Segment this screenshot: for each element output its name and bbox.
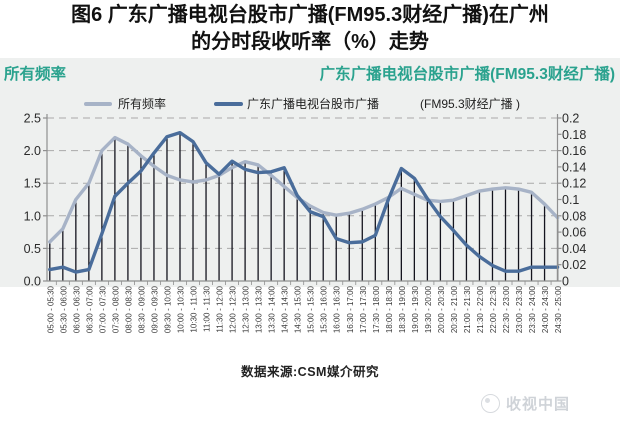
svg-text:07:00 - 07:30: 07:00 - 07:30 — [98, 285, 107, 333]
legend-line-allfreq-icon — [84, 102, 112, 106]
svg-text:22:30 - 23:00: 22:30 - 23:00 — [502, 285, 511, 333]
svg-text:1.5: 1.5 — [24, 177, 41, 191]
svg-text:17:30 - 18:00: 17:30 - 18:00 — [372, 285, 381, 333]
svg-text:0.14: 0.14 — [562, 160, 586, 174]
svg-text:1.0: 1.0 — [24, 209, 41, 223]
svg-text:0.16: 0.16 — [562, 144, 586, 158]
svg-text:2.5: 2.5 — [24, 112, 41, 126]
svg-text:13:00 - 13:30: 13:00 - 13:30 — [255, 285, 264, 333]
svg-text:07:30 - 08:00: 07:30 - 08:00 — [111, 285, 120, 333]
legend-line-stock-icon — [214, 102, 243, 106]
svg-text:11:30 - 12:00: 11:30 - 12:00 — [216, 285, 225, 332]
svg-text:08:00 - 08:30: 08:00 - 08:30 — [124, 285, 133, 333]
legend-label-stock: 广东广播电视台股市广播 — [247, 97, 380, 111]
svg-text:0.2: 0.2 — [562, 112, 579, 126]
csm-logo-icon — [480, 394, 500, 413]
svg-text:2.0: 2.0 — [24, 144, 41, 158]
svg-text:0.1: 0.1 — [562, 193, 579, 207]
svg-text:18:00 - 18:30: 18:00 - 18:30 — [385, 285, 394, 333]
svg-text:23:30 - 24:00: 23:30 - 24:00 — [528, 285, 537, 333]
svg-text:20:00 - 20:30: 20:00 - 20:30 — [437, 285, 446, 333]
watermark-label: 收视中国 — [505, 396, 570, 413]
svg-text:0.04: 0.04 — [562, 242, 586, 256]
axes — [43, 114, 562, 285]
right-axis-tick-labels: 0 0.02 0.04 0.06 0.08 0.1 0.12 0.14 0.16 0.18 0.2 — [562, 112, 586, 289]
svg-text:12:30 - 13:00: 12:30 - 13:00 — [242, 285, 251, 333]
svg-text:06:30 - 07:00: 06:30 - 07:00 — [85, 285, 94, 333]
svg-text:09:30 - 10:00: 09:30 - 10:00 — [163, 285, 172, 333]
svg-text:0: 0 — [562, 275, 569, 289]
chart-title: 图6 广东广播电视台股市广播(FM95.3财经广播)在广州 的分时段收听率（%）… — [0, 2, 620, 56]
plot-area — [47, 115, 558, 281]
left-axis-title: 所有频率 — [4, 66, 67, 83]
svg-text:16:30 - 17:00: 16:30 - 17:00 — [346, 285, 355, 333]
ratings-chart: 0.0 0.5 1.0 1.5 2.0 2.5 0 0.02 0.04 0.06 0.08 0.1 0.… — [0, 111, 620, 363]
series-stock-line — [48, 130, 560, 274]
chart-title-line1: 图6 广东广播电视台股市广播(FM95.3财经广播)在广州 — [71, 4, 549, 26]
watermark: 收视中国 — [480, 393, 570, 414]
source-note: 数据来源:CSM媒介研究 — [241, 365, 379, 379]
svg-text:18:30 - 19:00: 18:30 - 19:00 — [398, 285, 407, 333]
legend-label-stock-cont: (FM95.3财经广播 ) — [420, 97, 521, 111]
chart-title-line2: 的分时段收听率（%）走势 — [191, 31, 429, 53]
svg-text:22:00 - 22:30: 22:00 - 22:30 — [489, 285, 498, 333]
svg-text:0.18: 0.18 — [562, 128, 586, 142]
svg-text:23:00 - 23:30: 23:00 - 23:30 — [515, 285, 524, 333]
svg-text:21:00 - 21:30: 21:00 - 21:30 — [463, 285, 472, 333]
svg-text:19:30 - 20:00: 19:30 - 20:00 — [424, 285, 433, 333]
svg-text:14:00 - 14:30: 14:00 - 14:30 — [281, 285, 290, 333]
legend: 所有频率 广东广播电视台股市广播 (FM95.3财经广播 ) — [0, 95, 620, 111]
svg-text:19:00 - 19:30: 19:00 - 19:30 — [411, 285, 420, 333]
svg-text:20:30 - 21:00: 20:30 - 21:00 — [450, 285, 459, 333]
svg-text:0.02: 0.02 — [562, 258, 586, 272]
svg-text:15:30 - 16:00: 15:30 - 16:00 — [320, 285, 329, 333]
svg-text:10:00 - 10:30: 10:00 - 10:30 — [177, 285, 186, 333]
svg-text:15:00 - 15:30: 15:00 - 15:30 — [307, 285, 316, 333]
svg-text:0.08: 0.08 — [562, 209, 586, 223]
legend-label-allfreq: 所有频率 — [118, 97, 167, 111]
svg-text:16:00 - 16:30: 16:00 - 16:30 — [333, 285, 342, 333]
svg-text:10:30 - 11:00: 10:30 - 11:00 — [190, 285, 199, 332]
svg-text:0.5: 0.5 — [24, 242, 41, 256]
svg-text:0.06: 0.06 — [562, 226, 586, 240]
right-axis-title: 广东广播电视台股市广播(FM95.3财经广播) — [319, 66, 615, 83]
svg-text:09:00 - 09:30: 09:00 - 09:30 — [150, 285, 159, 333]
svg-text:21:30 - 22:00: 21:30 - 22:00 — [476, 285, 485, 333]
svg-text:24:30 - 25:00: 24:30 - 25:00 — [554, 285, 563, 333]
svg-text:0.12: 0.12 — [562, 177, 586, 191]
svg-text:06:00 - 06:30: 06:00 - 06:30 — [72, 285, 81, 333]
svg-text:05:30 - 06:00: 05:30 - 06:00 — [59, 285, 68, 333]
x-axis-labels: 05:00 - 05:30 05:30 - 06:00 06:00 - 06:30 0… — [46, 285, 563, 333]
gridlines — [47, 117, 558, 249]
svg-text:08:30 - 09:00: 08:30 - 09:00 — [137, 285, 146, 333]
svg-text:13:30 - 14:00: 13:30 - 14:00 — [268, 285, 277, 333]
svg-text:11:00 - 11:30: 11:00 - 11:30 — [203, 285, 212, 332]
svg-text:0.0: 0.0 — [24, 275, 41, 289]
svg-text:12:00 - 12:30: 12:00 - 12:30 — [229, 285, 238, 333]
left-axis-tick-labels: 0.0 0.5 1.0 1.5 2.0 2.5 — [24, 112, 41, 289]
svg-text:14:30 - 15:00: 14:30 - 15:00 — [294, 285, 303, 333]
svg-text:17:00 - 17:30: 17:00 - 17:30 — [359, 285, 368, 333]
svg-text:05:00 - 05:30: 05:00 - 05:30 — [46, 285, 55, 333]
svg-text:24:00 - 24:30: 24:00 - 24:30 — [541, 285, 550, 333]
